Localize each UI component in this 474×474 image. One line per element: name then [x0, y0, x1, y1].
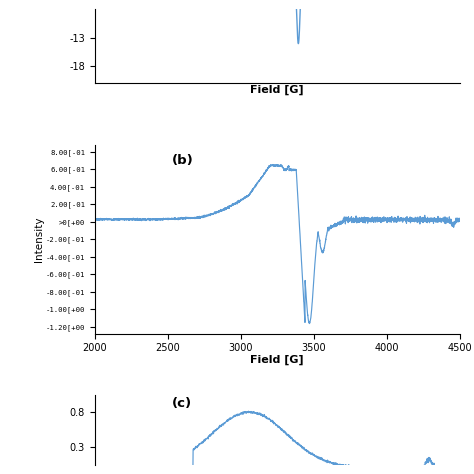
Text: (b): (b): [172, 154, 193, 167]
X-axis label: Field [G]: Field [G]: [250, 85, 304, 95]
Y-axis label: Intensity: Intensity: [34, 216, 44, 262]
X-axis label: Field [G]: Field [G]: [250, 355, 304, 365]
Text: (c): (c): [172, 397, 191, 410]
